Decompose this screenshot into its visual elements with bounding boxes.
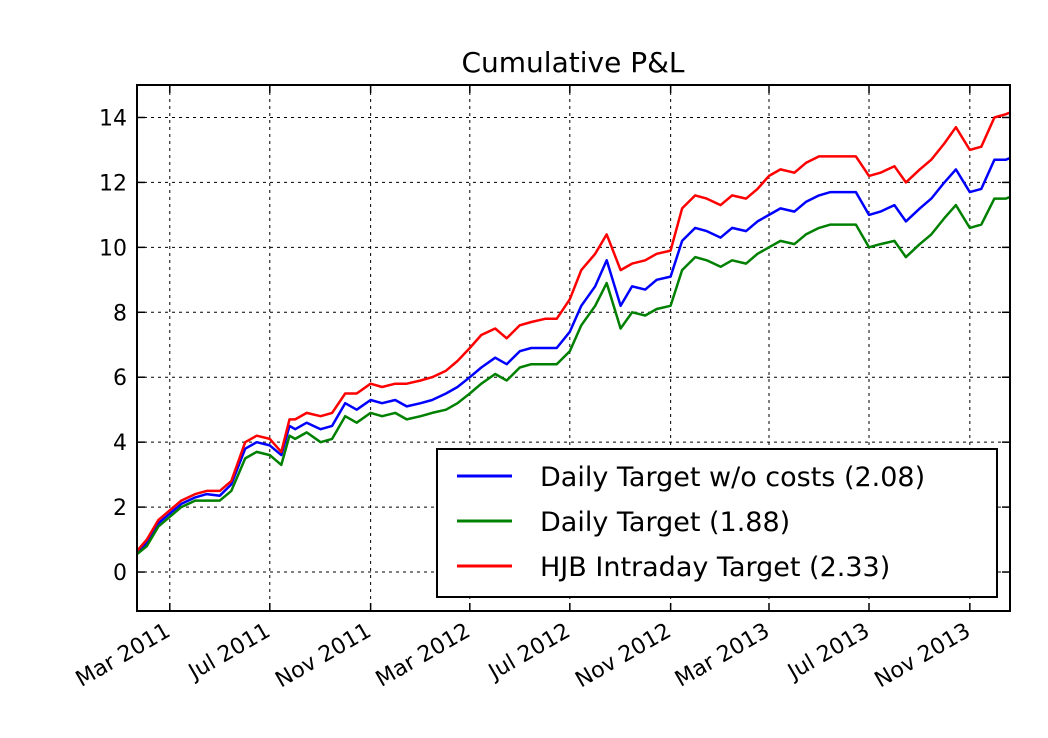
x-tick-label: Nov 2012 <box>571 619 675 694</box>
y-tick-label: 10 <box>99 236 127 261</box>
y-axis: 0 2 4 6 8 10 12 14 <box>99 106 1010 586</box>
plot-frame <box>136 84 1011 612</box>
y-tick-label: 2 <box>113 496 127 521</box>
legend-label: Daily Target w/o costs (2.08) <box>540 462 925 493</box>
x-tick-label: Mar 2011 <box>72 619 175 693</box>
x-tick-label: Mar 2013 <box>671 619 774 693</box>
y-tick-label: 14 <box>99 106 127 131</box>
x-tick-label: Nov 2013 <box>871 619 975 694</box>
series-line-2 <box>136 111 1011 552</box>
x-tick-label: Mar 2012 <box>372 619 475 693</box>
y-tick-label: 12 <box>99 171 127 196</box>
y-tick-label: 4 <box>113 431 127 456</box>
legend-label: HJB Intraday Target (2.33) <box>540 552 890 583</box>
x-tick-label: Jul 2011 <box>183 619 275 686</box>
x-tick-label: Nov 2011 <box>271 619 375 694</box>
x-tick-label: Jul 2013 <box>782 619 874 686</box>
x-tick-label: Jul 2012 <box>483 619 575 686</box>
y-tick-label: 6 <box>113 366 127 391</box>
y-tick-label: 0 <box>113 561 127 586</box>
series-line-0 <box>136 156 1011 554</box>
legend: Daily Target w/o costs (2.08) Daily Targe… <box>436 448 998 598</box>
legend-box <box>436 448 998 598</box>
chart-title: Cumulative P&L <box>461 46 684 79</box>
series-lines <box>136 111 1011 556</box>
legend-label: Daily Target (1.88) <box>540 507 790 538</box>
series-line-1 <box>136 195 1011 556</box>
y-tick-label: 8 <box>113 301 127 326</box>
